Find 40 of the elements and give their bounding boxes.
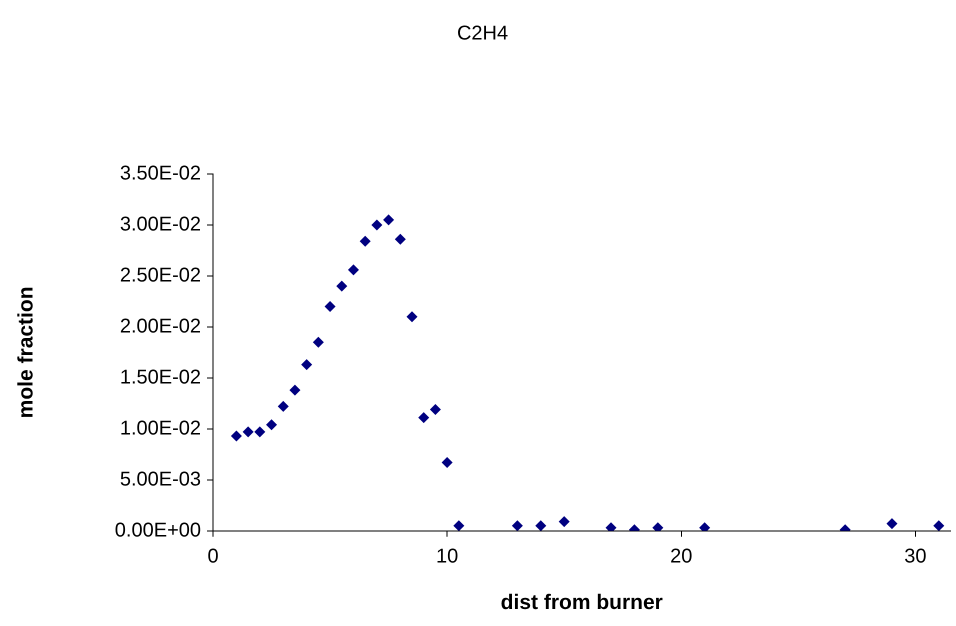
y-axis-title: mole fraction [14, 286, 38, 418]
point [512, 520, 523, 531]
y-tick-label: 2.50E-02 [120, 264, 201, 286]
point [418, 412, 430, 424]
point [230, 430, 242, 442]
y-tick-label: 5.00E-03 [120, 468, 201, 490]
y-tick-label: 3.50E-02 [120, 162, 201, 185]
y-tick-label: 2.00E-02 [120, 315, 201, 338]
point [406, 311, 418, 322]
point [383, 214, 394, 226]
y-tick-label: 1.50E-02 [120, 366, 201, 388]
point [430, 404, 441, 415]
x-tick-label: 10 [436, 545, 458, 568]
y-tick-label: 3.00E-02 [120, 213, 201, 236]
y-tick-label: 0.00E+00 [114, 519, 201, 542]
point [336, 280, 348, 292]
chart-title: C2H4 [456, 22, 508, 45]
point [242, 426, 254, 438]
point [453, 520, 464, 531]
point [289, 384, 300, 396]
point [886, 518, 898, 530]
point [394, 234, 406, 245]
point [301, 359, 312, 370]
point [933, 520, 944, 531]
point [442, 457, 453, 468]
x-tick-label: 20 [670, 545, 692, 568]
x-tick-label: 0 [207, 545, 219, 568]
x-tick-label: 30 [904, 545, 927, 568]
x-axis-title: dist from burner [500, 591, 663, 614]
y-tick-label: 1.00E-02 [120, 417, 201, 440]
point [278, 400, 289, 412]
point [254, 426, 266, 438]
point [535, 520, 546, 531]
point [371, 219, 382, 230]
point [360, 236, 371, 247]
point [324, 301, 336, 312]
point [348, 264, 359, 276]
point [266, 419, 278, 430]
point [558, 516, 570, 528]
point [312, 336, 324, 348]
